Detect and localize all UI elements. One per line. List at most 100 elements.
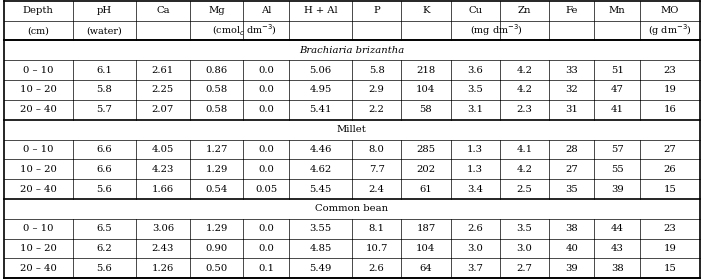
Text: 187: 187 [416,224,435,233]
Text: 4.23: 4.23 [152,165,174,174]
Text: 1.29: 1.29 [206,224,227,233]
Text: P: P [373,6,380,15]
Text: 8.0: 8.0 [369,145,385,154]
Text: 1.27: 1.27 [206,145,227,154]
Text: H + Al: H + Al [304,6,337,15]
Text: 104: 104 [416,244,435,253]
Text: 5.49: 5.49 [310,264,331,273]
Text: 51: 51 [611,66,623,75]
Text: 104: 104 [416,85,435,95]
Text: (water): (water) [86,26,122,35]
Text: 2.9: 2.9 [369,85,385,95]
Text: 5.6: 5.6 [97,184,112,194]
Text: 19: 19 [663,85,676,95]
Text: 23: 23 [663,224,676,233]
Text: 28: 28 [565,145,578,154]
Text: 10 – 20: 10 – 20 [20,85,57,95]
Text: 61: 61 [420,184,432,194]
Text: 10.7: 10.7 [366,244,388,253]
Text: 1.26: 1.26 [152,264,174,273]
Text: 33: 33 [565,66,578,75]
Text: 3.55: 3.55 [310,224,331,233]
Text: 0.0: 0.0 [258,66,274,75]
Text: 6.6: 6.6 [97,145,112,154]
Text: Zn: Zn [517,6,531,15]
Text: 47: 47 [611,85,623,95]
Text: 20 – 40: 20 – 40 [20,264,57,273]
Text: 19: 19 [663,244,676,253]
Text: 4.2: 4.2 [517,165,532,174]
Text: Fe: Fe [566,6,578,15]
Text: MO: MO [661,6,679,15]
Text: 2.6: 2.6 [468,224,483,233]
Text: 20 – 40: 20 – 40 [20,105,57,114]
Text: 41: 41 [611,105,623,114]
Text: 0.0: 0.0 [258,224,274,233]
Text: 4.2: 4.2 [517,66,532,75]
Text: 4.95: 4.95 [310,85,331,95]
Text: 1.3: 1.3 [467,165,483,174]
Text: 5.41: 5.41 [309,105,332,114]
Text: 10 – 20: 10 – 20 [20,244,57,253]
Text: 10 – 20: 10 – 20 [20,165,57,174]
Text: 0.90: 0.90 [206,244,227,253]
Text: Common bean: Common bean [315,204,388,213]
Text: 0 – 10: 0 – 10 [23,145,53,154]
Text: 0.0: 0.0 [258,244,274,253]
Text: 8.1: 8.1 [369,224,385,233]
Text: 5.7: 5.7 [97,105,112,114]
Text: 23: 23 [663,66,676,75]
Text: (cm): (cm) [27,26,49,35]
Text: 285: 285 [416,145,435,154]
Text: 2.4: 2.4 [369,184,385,194]
Text: 20 – 40: 20 – 40 [20,184,57,194]
Text: 5.45: 5.45 [310,184,331,194]
Text: 5.8: 5.8 [97,85,112,95]
Text: 26: 26 [663,165,676,174]
Text: 43: 43 [611,244,623,253]
Text: 6.5: 6.5 [97,224,112,233]
Text: 5.6: 5.6 [97,264,112,273]
Text: 2.25: 2.25 [152,85,174,95]
Text: 1.29: 1.29 [206,165,227,174]
Text: 0.1: 0.1 [258,264,274,273]
Text: 0.05: 0.05 [255,184,277,194]
Text: 6.1: 6.1 [97,66,112,75]
Text: 5.06: 5.06 [310,66,331,75]
Text: Ca: Ca [156,6,170,15]
Text: 3.06: 3.06 [152,224,174,233]
Text: 0.54: 0.54 [206,184,227,194]
Text: 27: 27 [663,145,676,154]
Text: Brachiaria brizantha: Brachiaria brizantha [299,46,404,55]
Text: 3.4: 3.4 [467,184,483,194]
Text: 1.66: 1.66 [152,184,174,194]
Text: 2.7: 2.7 [517,264,532,273]
Text: pH: pH [97,6,112,15]
Text: 15: 15 [663,264,676,273]
Text: 2.3: 2.3 [517,105,532,114]
Text: (g dm$^{-3}$): (g dm$^{-3}$) [648,23,691,39]
Text: 32: 32 [565,85,578,95]
Text: 218: 218 [416,66,435,75]
Text: 2.6: 2.6 [369,264,385,273]
Text: 38: 38 [611,264,623,273]
Text: 2.61: 2.61 [152,66,174,75]
Text: 6.6: 6.6 [97,165,112,174]
Text: 2.5: 2.5 [517,184,532,194]
Text: 40: 40 [565,244,578,253]
Text: 0.58: 0.58 [206,85,227,95]
Text: Millet: Millet [337,125,366,134]
Text: (mg dm$^{-3}$): (mg dm$^{-3}$) [470,23,522,39]
Text: 2.07: 2.07 [152,105,174,114]
Text: 1.3: 1.3 [467,145,483,154]
Text: 202: 202 [416,165,435,174]
Text: 39: 39 [565,264,578,273]
Text: 0.50: 0.50 [206,264,227,273]
Text: 4.1: 4.1 [516,145,532,154]
Text: 5.8: 5.8 [369,66,385,75]
Text: 55: 55 [611,165,623,174]
Text: 7.7: 7.7 [369,165,385,174]
Text: 0 – 10: 0 – 10 [23,66,53,75]
Text: 3.1: 3.1 [467,105,483,114]
Text: 3.0: 3.0 [468,244,483,253]
